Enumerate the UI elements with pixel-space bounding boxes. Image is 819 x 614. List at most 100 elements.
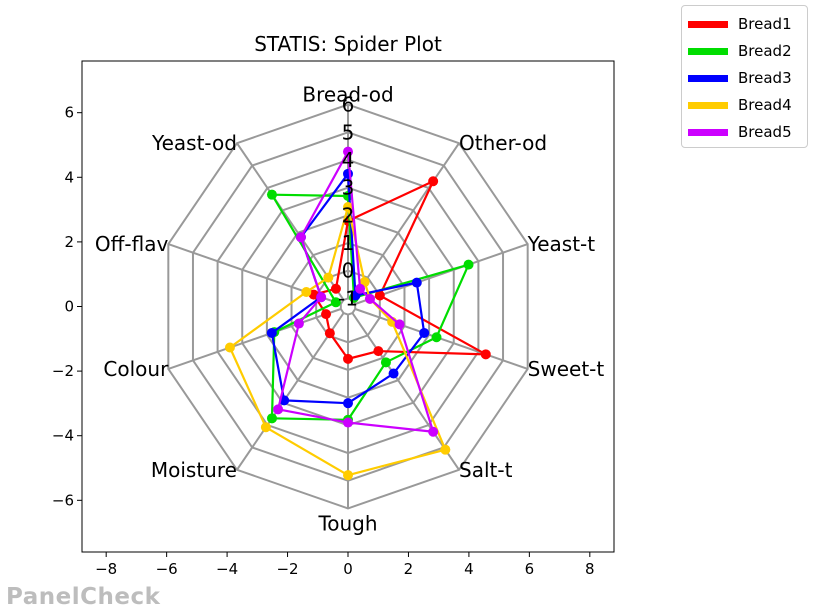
data-point [330,283,341,294]
x-tick-label: −8 [95,560,117,578]
legend: Bread1 Bread2 Bread3 Bread4 Bread5 [681,5,808,148]
y-tick-label: −6 [52,491,74,509]
y-tick-label: −2 [52,362,74,380]
y-tick-label: 0 [64,298,74,316]
data-point [343,417,353,428]
data-point [343,470,353,481]
data-point [463,259,474,270]
attribute-label: Bread-od [302,83,393,107]
grid-spoke [236,312,345,471]
legend-swatch [688,47,728,55]
series-layer [224,146,491,481]
x-tick-label: 2 [404,560,414,578]
y-tick-label: 4 [64,168,74,186]
legend-item: Bread2 [688,42,792,60]
data-point [411,277,422,288]
data-point [343,146,353,157]
attribute-label: Other-od [459,131,547,155]
data-point [428,426,439,437]
grid-spoke [351,312,460,471]
data-point [428,176,439,187]
data-point [373,346,384,357]
data-point [266,327,277,338]
data-point [440,444,451,455]
data-point [364,293,375,304]
legend-swatch [688,20,728,28]
chart-title: STATIS: Spider Plot [254,32,442,56]
x-tick-label: 0 [343,560,353,578]
x-tick-label: 8 [585,560,595,578]
x-tick-label: 4 [464,560,474,578]
data-point [224,342,235,353]
attribute-label: Sweet-t [528,357,605,381]
x-axis-ticks: −8 −6 −4 −2 0 2 4 6 8 [95,552,595,578]
data-point [273,404,284,415]
y-tick-label: 2 [64,233,74,251]
legend-label: Bread5 [738,123,792,141]
legend-swatch [688,74,728,82]
data-point [293,318,304,329]
data-point [380,357,391,368]
grid-spoke [167,308,342,370]
data-point [419,327,430,338]
data-point [301,287,312,298]
data-point [343,398,353,409]
data-point [324,328,335,339]
data-point [330,297,341,308]
attribute-label: Moisture [151,458,237,482]
legend-label: Bread4 [738,96,792,114]
legend-item: Bread4 [688,96,792,114]
data-point [266,189,277,200]
legend-item: Bread3 [688,69,792,87]
radial-tick-label: 2 [342,203,355,227]
y-tick-label: 6 [64,104,74,122]
x-tick-label: −4 [216,560,238,578]
legend-label: Bread2 [738,42,792,60]
legend-label: Bread1 [738,15,792,33]
legend-item: Bread1 [688,15,792,33]
data-point [388,368,399,379]
series-line [270,193,470,421]
grid-spoke [354,308,529,370]
radial-tick-labels: -1 0 1 2 3 4 5 6 [338,93,358,311]
attribute-label: Off-flav [95,232,169,256]
attribute-label: Yeast-t [527,232,596,256]
grid-spoke [351,142,460,301]
data-point [374,290,385,301]
series-bread4 [224,202,451,481]
data-point [323,272,334,283]
data-point [321,309,332,320]
data-point [266,413,277,424]
legend-swatch [688,128,728,136]
legend-swatch [688,101,728,109]
x-tick-label: −2 [276,560,298,578]
attribute-label: Colour [103,357,169,381]
data-point [355,283,366,294]
data-point [394,319,405,330]
data-point [316,292,327,303]
data-point [343,353,353,364]
series-bread1 [308,176,491,364]
data-point [480,349,491,360]
radial-tick-label: 6 [342,93,355,117]
y-tick-label: −4 [52,427,74,445]
radial-tick-label: 5 [342,120,355,144]
attribute-labels: Bread-od Other-od Yeast-t Sweet-t Salt-t Toug… [95,83,605,536]
data-point [343,202,353,213]
legend-item: Bread5 [688,123,792,141]
x-tick-label: 6 [525,560,535,578]
radial-tick-label: -1 [338,286,358,310]
attribute-label: Tough [317,511,377,535]
brand-logo: PanelCheck [6,584,161,610]
series-bread5 [273,146,439,437]
radial-tick-label: 0 [342,259,355,283]
data-point [295,232,306,243]
y-axis-ticks: −6 −4 −2 0 2 4 6 [52,104,82,509]
x-tick-label: −6 [156,560,178,578]
radial-tick-label: 1 [342,231,355,255]
radial-tick-label: 4 [342,148,355,172]
legend-label: Bread3 [738,69,792,87]
series-line [228,205,447,477]
data-point [260,422,271,433]
